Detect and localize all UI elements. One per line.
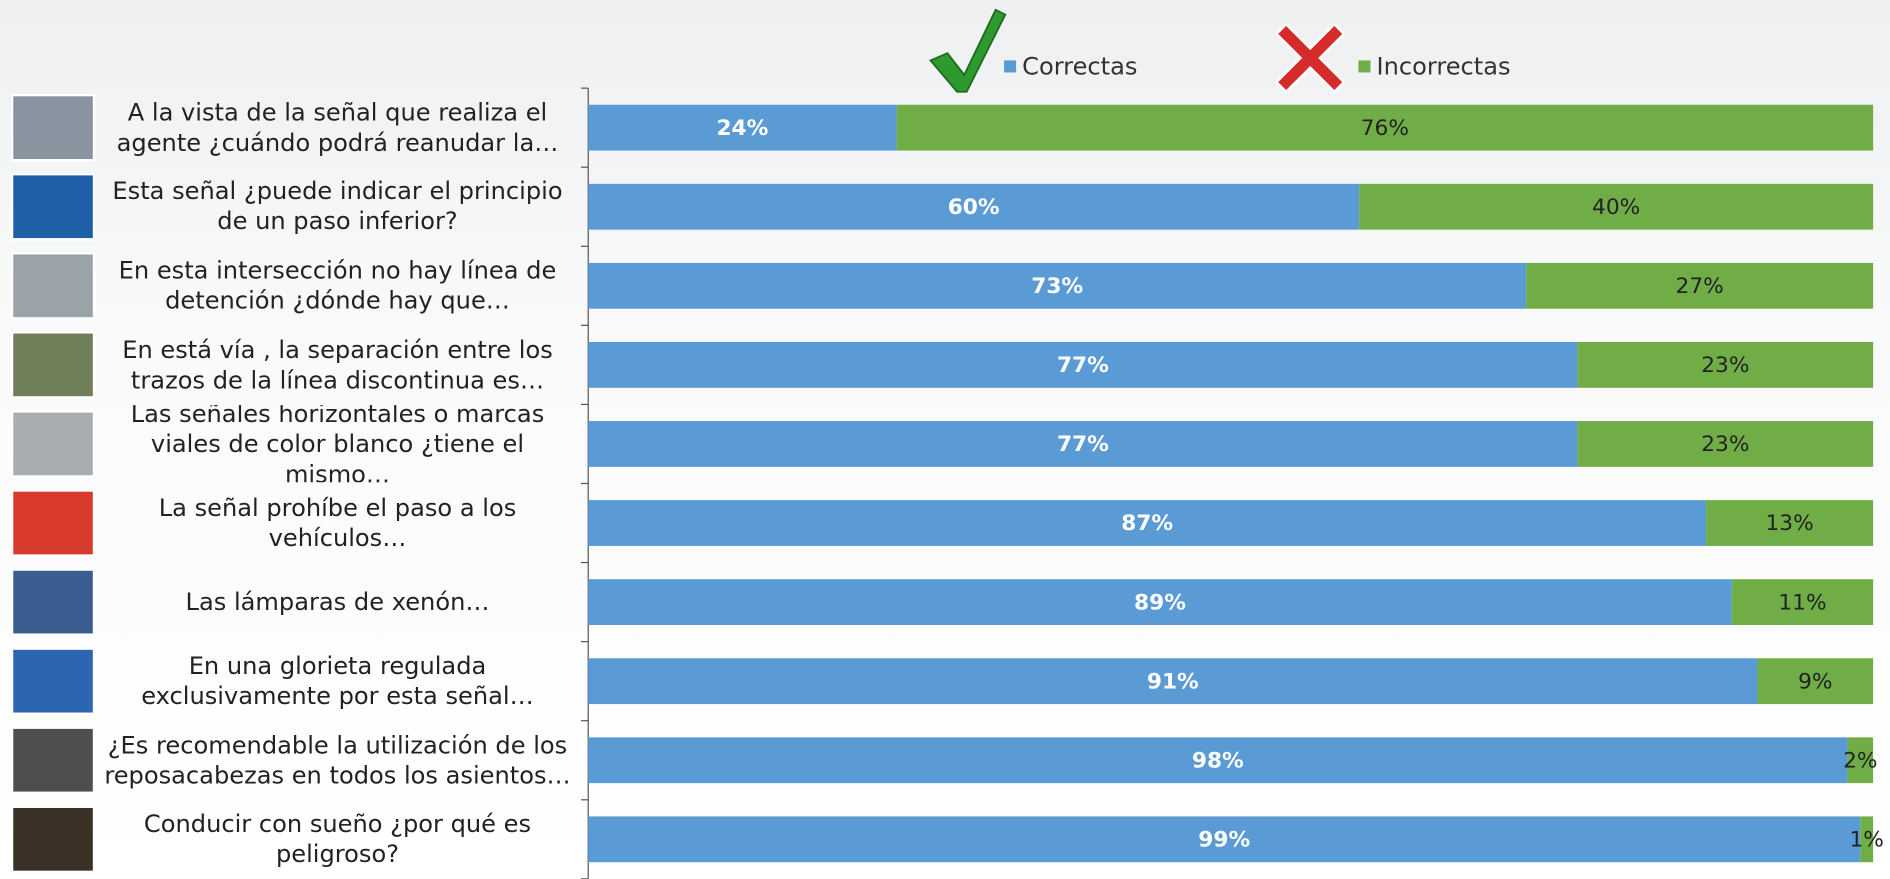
thumbnail [12, 490, 94, 555]
thumbnail [12, 807, 94, 872]
value-label: 60% [948, 195, 1000, 220]
category-label: Las lámparas de xenón… [99, 564, 576, 641]
value-label: 2% [1843, 748, 1877, 773]
value-label: 9% [1798, 669, 1832, 694]
chart: Correctas Incorrectas A la vista de la señ… [0, 0, 1890, 879]
category-label: Conducir con sueño ¿por qué es peligroso… [99, 801, 576, 878]
value-label: 23% [1701, 432, 1749, 457]
thumbnail [12, 570, 94, 635]
legend-swatch [1358, 60, 1370, 72]
value-label: 27% [1676, 274, 1724, 299]
category-label-box: En una glorieta regulada exclusivamente … [99, 643, 576, 720]
legend-swatch [1004, 60, 1016, 72]
value-label: 1% [1849, 828, 1883, 853]
page: Correctas Incorrectas A la vista de la señ… [0, 0, 1890, 879]
category-label: En esta intersección no hay línea de det… [99, 247, 576, 324]
category-label: En una glorieta regulada exclusivamente … [99, 643, 576, 720]
check-icon [931, 10, 1006, 92]
category-label: Esta señal ¿puede indicar el principio d… [99, 168, 576, 245]
thumbnail [12, 332, 94, 397]
category-label-box: La señal prohíbe el paso a los vehículos… [99, 484, 576, 561]
category-label: ¿Es recomendable la utilización de los r… [99, 722, 576, 799]
category-label-box: A la vista de la señal que realiza el ag… [99, 89, 576, 166]
value-label: 99% [1198, 828, 1250, 853]
value-label: 23% [1701, 353, 1749, 378]
thumbnail [12, 728, 94, 793]
value-label: 76% [1361, 116, 1409, 141]
value-label: 73% [1031, 274, 1083, 299]
category-label-box: Las señales horizontales o marcas viales… [99, 405, 576, 482]
legend-label: Incorrectas [1377, 53, 1511, 81]
value-label: 11% [1778, 590, 1826, 615]
category-label-box: Esta señal ¿puede indicar el principio d… [99, 168, 576, 245]
value-label: 77% [1057, 353, 1109, 378]
thumbnail [12, 411, 94, 476]
legend-label: Correctas [1022, 53, 1137, 81]
category-label-box: Conducir con sueño ¿por qué es peligroso… [99, 801, 576, 878]
category-label: Las señales horizontales o marcas viales… [99, 405, 576, 482]
thumbnail [12, 174, 94, 239]
category-label: A la vista de la señal que realiza el ag… [99, 89, 576, 166]
value-label: 77% [1057, 432, 1109, 457]
thumbnail [12, 649, 94, 714]
value-label: 13% [1765, 511, 1813, 536]
value-label: 24% [716, 116, 768, 141]
value-label: 91% [1147, 669, 1199, 694]
category-label-box: En esta intersección no hay línea de det… [99, 247, 576, 324]
thumbnail [12, 95, 94, 160]
category-label-box: En está vía , la separación entre los tr… [99, 326, 576, 403]
value-label: 98% [1192, 748, 1244, 773]
value-label: 40% [1592, 195, 1640, 220]
category-label-box: ¿Es recomendable la utilización de los r… [99, 722, 576, 799]
category-label: En está vía , la separación entre los tr… [99, 326, 576, 403]
value-label: 87% [1121, 511, 1173, 536]
value-label: 89% [1134, 590, 1186, 615]
category-label: La señal prohíbe el paso a los vehículos… [99, 484, 576, 561]
thumbnail [12, 253, 94, 318]
category-label-box: Las lámparas de xenón… [99, 564, 576, 641]
cross-icon [1276, 24, 1344, 92]
